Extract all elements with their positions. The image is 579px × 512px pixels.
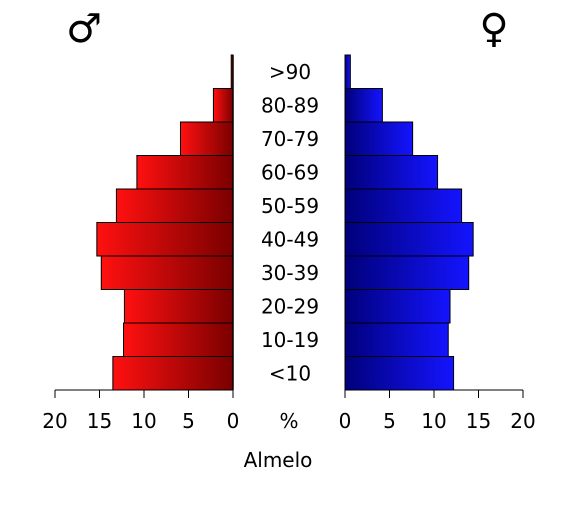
age-group-label: 70-79 (261, 127, 319, 151)
left-tick-label: 10 (131, 409, 156, 433)
left-tick-label: 20 (42, 409, 67, 433)
right-x-axis: 0 5 10 15 20 (339, 389, 536, 433)
right-tick-label: 0 (339, 409, 352, 433)
left-x-axis: 0 5 10 15 20 (42, 389, 240, 433)
male-bar (179, 121, 234, 156)
age-group-label: >90 (269, 60, 311, 84)
female-bars (344, 54, 474, 391)
age-group-label: 20-29 (261, 294, 319, 318)
male-bar (123, 289, 234, 324)
female-bar (344, 88, 383, 123)
male-bars (96, 54, 234, 391)
male-bar (212, 88, 234, 123)
female-bar (344, 155, 439, 190)
age-labels: <10 10-19 20-29 30-39 40-49 50-59 60-69 70-79 80… (261, 60, 319, 386)
age-group-label: 80-89 (261, 93, 319, 117)
right-tick-label: 5 (383, 409, 396, 433)
female-bar (344, 322, 449, 357)
left-tick-label: 15 (87, 409, 112, 433)
male-bar (112, 356, 234, 391)
right-tick-label: 20 (510, 409, 535, 433)
age-group-label: 60-69 (261, 160, 319, 184)
female-bar (344, 222, 474, 257)
right-tick-label: 10 (421, 409, 446, 433)
female-symbol-icon: ♀ (479, 6, 508, 52)
male-bar (123, 322, 234, 357)
age-group-label: 50-59 (261, 194, 319, 218)
right-tick-label: 15 (466, 409, 491, 433)
male-bar (100, 255, 234, 290)
female-bar (344, 356, 455, 391)
chart-caption: Almelo (244, 448, 313, 472)
female-bar (344, 289, 451, 324)
left-tick-label: 5 (182, 409, 195, 433)
male-bar (115, 188, 234, 223)
male-bar (96, 222, 234, 257)
female-bar (344, 188, 463, 223)
age-group-label: 40-49 (261, 227, 319, 251)
age-group-label: 30-39 (261, 261, 319, 285)
female-bar (344, 255, 470, 290)
female-bar (344, 121, 414, 156)
age-group-label: 10-19 (261, 328, 319, 352)
unit-label: % (279, 409, 298, 433)
age-group-label: <10 (269, 361, 311, 385)
female-bar (344, 54, 351, 89)
male-bar (136, 155, 234, 190)
left-tick-label: 0 (227, 409, 240, 433)
male-symbol-icon: ♂ (66, 6, 102, 52)
